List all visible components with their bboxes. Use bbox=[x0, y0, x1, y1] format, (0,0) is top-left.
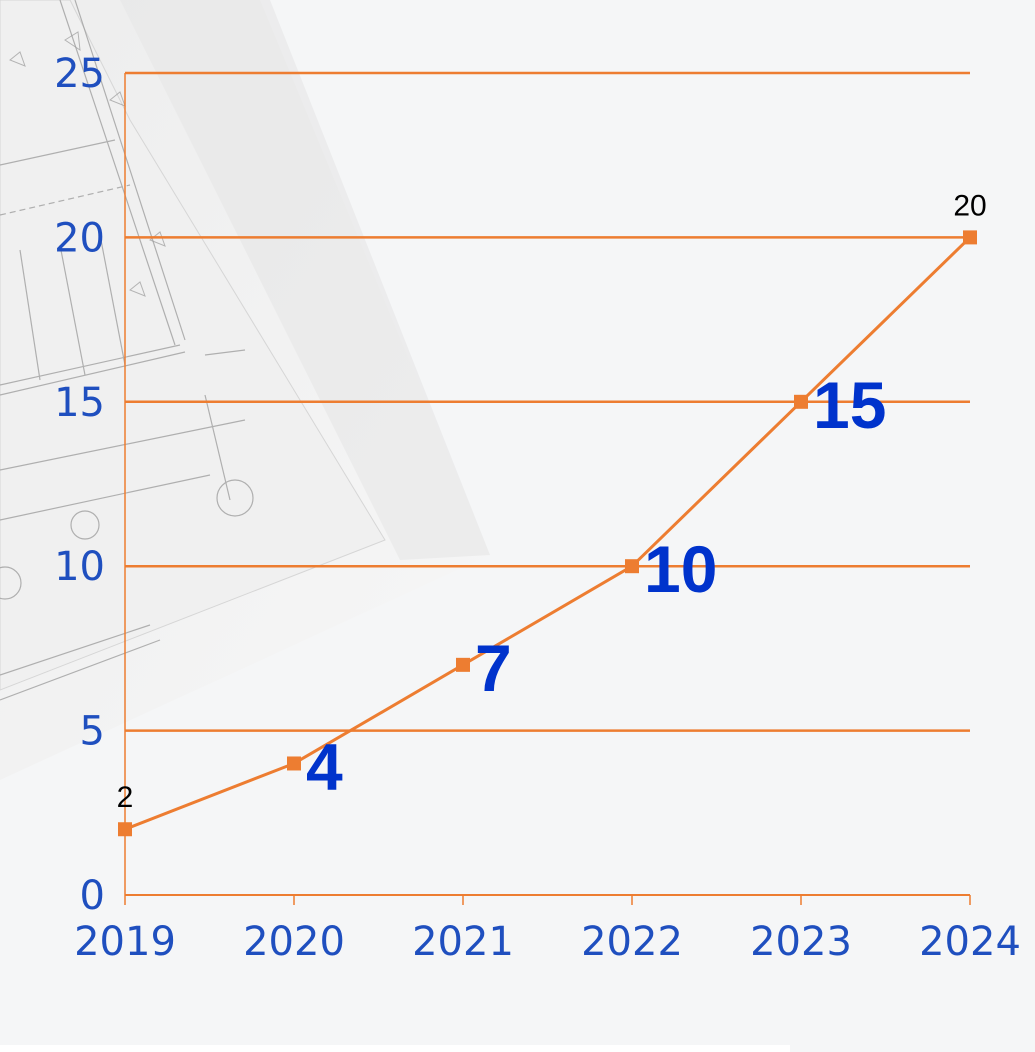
data-label: 20 bbox=[953, 189, 986, 222]
x-tick-label: 2024 bbox=[919, 919, 1021, 965]
y-tick-label: 15 bbox=[54, 380, 105, 426]
data-point bbox=[456, 657, 470, 672]
y-tick-label: 10 bbox=[54, 544, 105, 590]
y-axis-ticks: 0 5 10 15 20 25 bbox=[54, 51, 105, 919]
y-tick-label: 0 bbox=[80, 873, 105, 919]
data-point bbox=[118, 822, 132, 837]
series-markers bbox=[118, 230, 977, 837]
data-point bbox=[794, 394, 808, 409]
x-tick-label: 2019 bbox=[74, 919, 176, 965]
series-line bbox=[124, 236, 972, 831]
x-tick-label: 2020 bbox=[243, 919, 345, 965]
data-label: 4 bbox=[306, 729, 343, 803]
data-label: 10 bbox=[644, 532, 717, 606]
x-tick-label: 2022 bbox=[581, 919, 683, 965]
y-tick-label: 5 bbox=[80, 709, 105, 755]
data-point bbox=[963, 230, 977, 245]
data-label: 2 bbox=[117, 781, 134, 814]
data-label: 15 bbox=[813, 368, 886, 442]
y-tick-label: 25 bbox=[54, 51, 105, 97]
data-point bbox=[287, 756, 301, 771]
y-tick-label: 20 bbox=[54, 215, 105, 261]
x-tick-label: 2021 bbox=[412, 919, 514, 965]
data-point bbox=[625, 559, 639, 574]
x-axis-ticks: 2019 2020 2021 2022 2023 2024 bbox=[74, 895, 1021, 965]
x-tick-label: 2023 bbox=[750, 919, 852, 965]
series-path bbox=[124, 236, 972, 831]
data-label: 7 bbox=[475, 631, 512, 705]
axes bbox=[124, 73, 970, 896]
data-labels: 2 4 7 10 15 20 bbox=[117, 189, 987, 814]
gridlines bbox=[125, 71, 970, 732]
